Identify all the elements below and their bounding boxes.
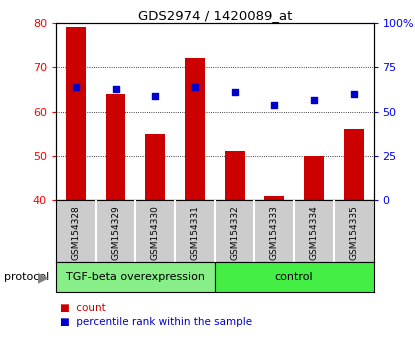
Text: GSM154331: GSM154331 xyxy=(190,205,200,260)
Text: protocol: protocol xyxy=(4,272,49,282)
Bar xyxy=(56,262,215,292)
Bar xyxy=(264,195,284,200)
Text: ■  count: ■ count xyxy=(60,303,106,313)
Bar xyxy=(106,94,125,200)
Point xyxy=(192,84,198,90)
Bar xyxy=(145,133,165,200)
Bar xyxy=(185,58,205,200)
Text: GSM154328: GSM154328 xyxy=(71,205,81,260)
Bar xyxy=(66,28,86,200)
Point xyxy=(271,102,278,108)
Point xyxy=(311,98,317,103)
Point xyxy=(112,86,119,92)
Point xyxy=(152,93,159,99)
Text: control: control xyxy=(275,272,313,282)
Point xyxy=(350,91,357,97)
Text: ■  percentile rank within the sample: ■ percentile rank within the sample xyxy=(60,317,252,327)
Bar xyxy=(344,129,364,200)
Text: GSM154329: GSM154329 xyxy=(111,205,120,260)
Bar xyxy=(225,152,244,200)
Bar xyxy=(304,156,324,200)
Bar xyxy=(215,262,374,292)
Text: GSM154335: GSM154335 xyxy=(349,205,358,260)
Text: ▶: ▶ xyxy=(38,270,49,284)
Text: GSM154330: GSM154330 xyxy=(151,205,160,260)
Title: GDS2974 / 1420089_at: GDS2974 / 1420089_at xyxy=(138,9,292,22)
Text: GSM154333: GSM154333 xyxy=(270,205,279,260)
Point xyxy=(73,84,79,90)
Text: TGF-beta overexpression: TGF-beta overexpression xyxy=(66,272,205,282)
Text: GSM154334: GSM154334 xyxy=(310,205,318,260)
Point xyxy=(231,89,238,95)
Text: GSM154332: GSM154332 xyxy=(230,205,239,260)
